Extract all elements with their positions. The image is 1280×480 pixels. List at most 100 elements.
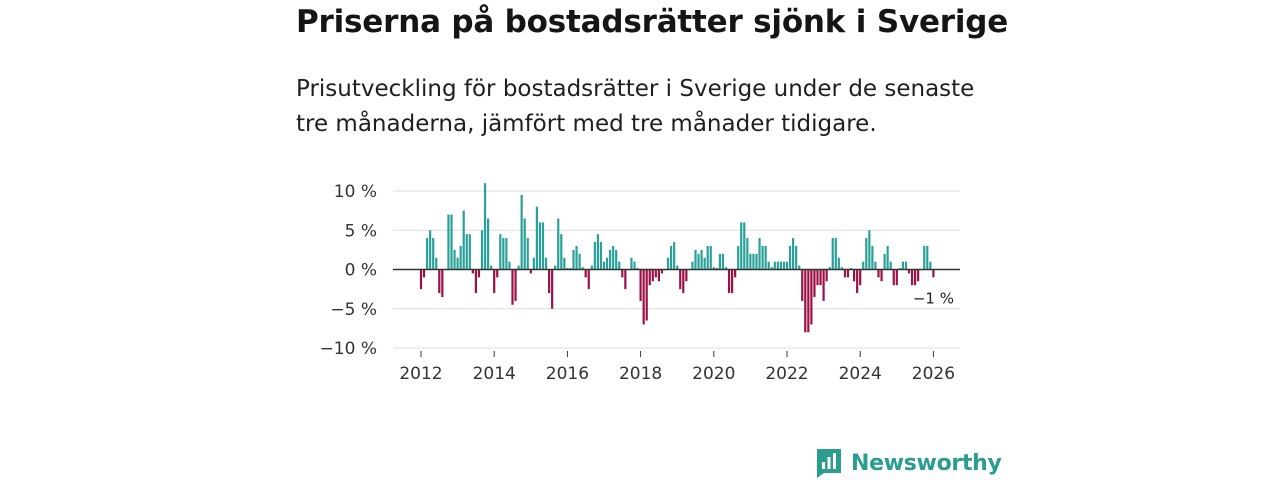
- bar: [587, 269, 590, 290]
- bar: [727, 269, 731, 294]
- y-tick-label: 0 %: [345, 261, 377, 281]
- y-tick-label: 5 %: [345, 221, 377, 241]
- bar: [886, 245, 889, 270]
- brand-logo[interactable]: Newsworthy: [815, 446, 1002, 480]
- bar: [435, 257, 438, 270]
- bar: [865, 238, 868, 270]
- bar: [633, 261, 636, 270]
- bar: [609, 249, 612, 270]
- bar: [645, 269, 648, 321]
- bar: [923, 245, 926, 270]
- bar: [871, 245, 874, 270]
- bar: [862, 261, 865, 270]
- bar: [554, 265, 557, 270]
- bar: [868, 230, 871, 270]
- bar: [807, 269, 810, 333]
- newsworthy-logo-icon: [817, 449, 841, 478]
- bar: [676, 265, 679, 270]
- bar: [572, 249, 575, 270]
- bar: [816, 269, 819, 286]
- bar: [877, 269, 880, 278]
- bar: [874, 261, 877, 270]
- bar: [853, 269, 856, 282]
- bar: [749, 253, 752, 270]
- bar: [599, 242, 603, 270]
- bar: [801, 269, 804, 301]
- bar: [630, 257, 633, 270]
- bar: [685, 269, 688, 282]
- bar: [788, 245, 792, 270]
- bar: [755, 253, 758, 270]
- brand-name: Newsworthy: [851, 450, 1002, 476]
- bar: [752, 253, 755, 270]
- bar: [907, 269, 911, 274]
- bar: [581, 267, 584, 270]
- bar: [544, 257, 548, 270]
- bar: [602, 261, 606, 270]
- bar: [502, 238, 505, 270]
- bar: [474, 269, 477, 294]
- bar: [700, 249, 703, 270]
- bar: [557, 218, 560, 270]
- bar: [569, 267, 572, 270]
- bar: [743, 222, 746, 270]
- y-tick-label: 10 %: [334, 182, 377, 202]
- bar: [563, 257, 566, 270]
- bar: [673, 242, 676, 270]
- x-tick-label: 2018: [619, 364, 662, 384]
- bar: [846, 269, 850, 278]
- bar: [621, 269, 624, 278]
- bar: [535, 206, 538, 270]
- bar: [422, 269, 426, 278]
- x-tick-label: 2026: [912, 364, 955, 384]
- bar: [514, 269, 517, 301]
- bar: [612, 245, 615, 270]
- x-tick-label: 2016: [546, 364, 589, 384]
- bar: [529, 269, 532, 274]
- bar: [889, 261, 892, 270]
- bar: [605, 257, 609, 270]
- last-value-label: −1 %: [913, 289, 954, 307]
- bar: [776, 261, 779, 270]
- bar: [813, 269, 816, 297]
- bar: [740, 222, 743, 270]
- bar: [438, 269, 441, 294]
- bar: [456, 257, 459, 270]
- bar: [541, 222, 545, 270]
- bar: [465, 234, 468, 270]
- bar: [901, 261, 904, 270]
- bar: [822, 269, 825, 301]
- chart-card: Priserna på bostadsrätter sjönk i Sverig…: [296, 0, 1008, 480]
- bar: [831, 238, 834, 270]
- x-tick-label: 2012: [399, 364, 442, 384]
- bar: [477, 269, 481, 278]
- bar: [785, 261, 789, 270]
- bar: [670, 245, 673, 270]
- bar: [493, 269, 496, 294]
- bar: [697, 253, 700, 270]
- bar: [706, 245, 709, 270]
- bar: [462, 210, 465, 270]
- bar: [487, 218, 490, 270]
- bar: [499, 234, 502, 270]
- bar: [709, 245, 712, 270]
- bar: [761, 245, 764, 270]
- bar: [883, 253, 886, 270]
- bar: [575, 245, 578, 270]
- bar: [770, 267, 773, 270]
- bar: [792, 238, 795, 270]
- bar: [450, 214, 453, 270]
- bar-chart: 10 % 5 % 0 % −5 % −10 % 2012 2014 2016 2018 2020 2…: [320, 182, 960, 384]
- bar: [490, 265, 493, 270]
- bar: [843, 269, 847, 278]
- bar: [712, 267, 715, 270]
- bar: [618, 261, 621, 270]
- bar: [517, 265, 520, 270]
- bar: [651, 269, 654, 282]
- bar: [471, 269, 474, 274]
- bar: [520, 194, 523, 270]
- x-tick-label: 2022: [765, 364, 808, 384]
- bar: [624, 269, 627, 290]
- bar: [721, 253, 725, 270]
- bar: [795, 245, 798, 270]
